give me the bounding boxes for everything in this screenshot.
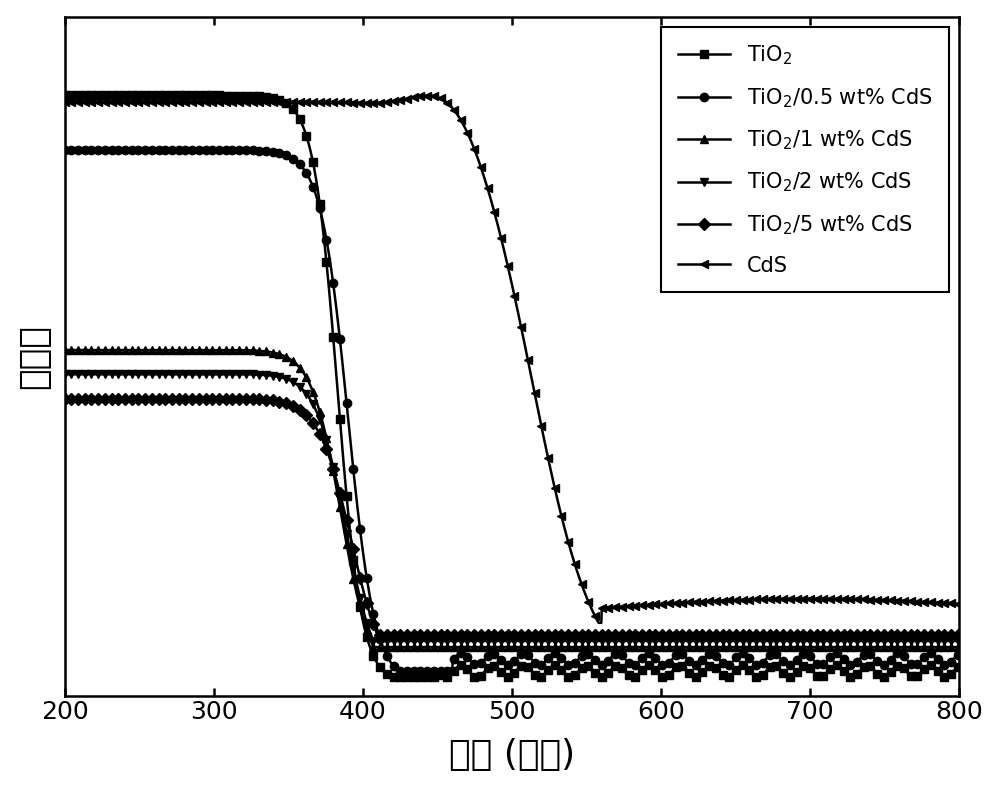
CdS	[764, 594, 776, 604]
TiO$_2$/0.5 wt% CdS	[953, 649, 965, 658]
CdS	[59, 97, 71, 107]
TiO$_2$/0.5 wt% CdS	[470, 660, 482, 670]
TiO$_2$/2 wt% CdS	[953, 636, 965, 645]
TiO$_2$/0.5 wt% CdS	[494, 654, 506, 664]
CdS	[953, 599, 965, 608]
TiO$_2$/5 wt% CdS	[928, 630, 940, 640]
TiO$_2$	[59, 91, 71, 100]
TiO$_2$/5 wt% CdS	[371, 630, 383, 640]
TiO$_2$/2 wt% CdS	[471, 636, 483, 645]
Line: TiO$_2$/2 wt% CdS: TiO$_2$/2 wt% CdS	[60, 370, 964, 645]
Line: CdS: CdS	[60, 92, 964, 627]
TiO$_2$/5 wt% CdS	[195, 394, 207, 403]
TiO$_2$/1 wt% CdS	[953, 642, 965, 652]
TiO$_2$	[386, 673, 398, 682]
CdS	[928, 598, 940, 608]
TiO$_2$/0.5 wt% CdS	[764, 650, 776, 660]
TiO$_2$/2 wt% CdS	[104, 369, 116, 379]
X-axis label: 波长 (纳米): 波长 (纳米)	[449, 739, 575, 772]
TiO$_2$/5 wt% CdS	[495, 630, 507, 640]
TiO$_2$/1 wt% CdS	[471, 642, 483, 652]
TiO$_2$/1 wt% CdS	[495, 642, 507, 652]
TiO$_2$	[953, 661, 965, 671]
TiO$_2$/1 wt% CdS	[104, 346, 116, 355]
TiO$_2$/2 wt% CdS	[367, 636, 379, 645]
TiO$_2$/5 wt% CdS	[59, 394, 71, 403]
TiO$_2$/2 wt% CdS	[59, 369, 71, 379]
TiO$_2$/1 wt% CdS	[368, 642, 380, 652]
Line: TiO$_2$/1 wt% CdS: TiO$_2$/1 wt% CdS	[60, 346, 964, 651]
CdS	[593, 618, 605, 627]
Legend: TiO$_2$, TiO$_2$/0.5 wt% CdS, TiO$_2$/1 wt% CdS, TiO$_2$/2 wt% CdS, TiO$_2$/5 wt: TiO$_2$, TiO$_2$/0.5 wt% CdS, TiO$_2$/1 …	[661, 27, 949, 292]
TiO$_2$/2 wt% CdS	[216, 369, 228, 379]
TiO$_2$	[764, 663, 776, 672]
CdS	[928, 598, 940, 608]
TiO$_2$/2 wt% CdS	[928, 636, 940, 645]
TiO$_2$/2 wt% CdS	[764, 636, 776, 645]
CdS	[104, 97, 116, 107]
Line: TiO$_2$/5 wt% CdS: TiO$_2$/5 wt% CdS	[60, 394, 964, 639]
TiO$_2$	[470, 673, 482, 682]
TiO$_2$/1 wt% CdS	[59, 346, 71, 355]
TiO$_2$/0.5 wt% CdS	[59, 145, 71, 155]
TiO$_2$	[928, 663, 940, 672]
Line: TiO$_2$/0.5 wt% CdS: TiO$_2$/0.5 wt% CdS	[60, 146, 964, 675]
CdS	[494, 230, 506, 239]
TiO$_2$/5 wt% CdS	[471, 630, 483, 640]
TiO$_2$/1 wt% CdS	[206, 346, 218, 355]
TiO$_2$/5 wt% CdS	[953, 630, 965, 640]
Line: TiO$_2$: TiO$_2$	[60, 92, 964, 682]
TiO$_2$/5 wt% CdS	[104, 394, 116, 403]
CdS	[470, 150, 482, 159]
TiO$_2$/2 wt% CdS	[495, 636, 507, 645]
TiO$_2$/0.5 wt% CdS	[104, 145, 116, 155]
TiO$_2$/0.5 wt% CdS	[393, 667, 405, 676]
TiO$_2$	[494, 667, 506, 676]
TiO$_2$	[927, 662, 939, 671]
Y-axis label: 光吸收: 光吸收	[17, 323, 51, 388]
TiO$_2$/2 wt% CdS	[928, 636, 940, 645]
TiO$_2$/1 wt% CdS	[928, 642, 940, 652]
TiO$_2$/0.5 wt% CdS	[927, 650, 939, 660]
TiO$_2$/5 wt% CdS	[764, 630, 776, 640]
TiO$_2$	[104, 91, 116, 100]
TiO$_2$/5 wt% CdS	[928, 630, 940, 640]
CdS	[422, 91, 434, 100]
TiO$_2$/1 wt% CdS	[928, 642, 940, 652]
TiO$_2$/1 wt% CdS	[764, 642, 776, 652]
TiO$_2$/0.5 wt% CdS	[928, 650, 940, 660]
